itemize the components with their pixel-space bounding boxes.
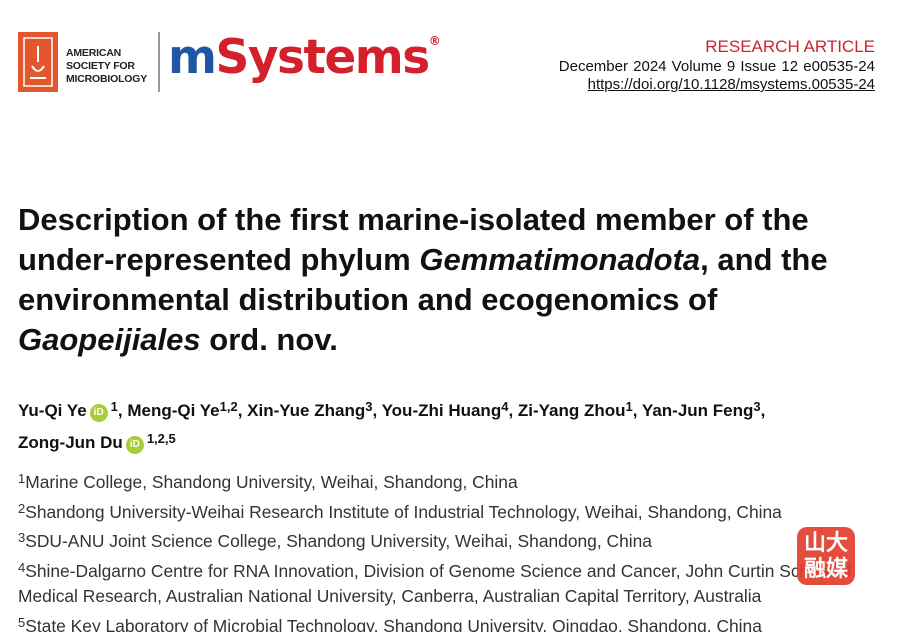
author[interactable]: Yan-Jun Feng3 xyxy=(641,399,761,420)
affiliation: 4Shine-Dalgarno Centre for RNA Innovatio… xyxy=(18,555,888,610)
affiliation-text: Marine College, Shandong University, Wei… xyxy=(25,472,518,492)
affiliation-ref: 1,2 xyxy=(219,399,238,414)
author-name: Meng-Qi Ye xyxy=(127,401,220,420)
registered-mark: ® xyxy=(428,34,441,48)
affiliation: 3SDU-ANU Joint Science College, Shandong… xyxy=(18,525,888,555)
affiliation-number: 1 xyxy=(18,471,26,486)
watermark: 山大 融媒 xyxy=(797,527,855,585)
title-italic: Gaopeijiales xyxy=(18,322,201,357)
title-line: under-represented phylum Gemmatimonadota… xyxy=(18,240,898,280)
affiliation-ref: 1 xyxy=(625,399,633,414)
affiliation: 1Marine College, Shandong University, We… xyxy=(18,466,888,496)
orcid-icon[interactable]: iD xyxy=(89,404,108,422)
affiliation-number: 5 xyxy=(18,614,26,630)
author[interactable]: Meng-Qi Ye1,2 xyxy=(127,399,238,420)
logo-divider xyxy=(158,32,160,92)
affiliation-text: Shine-Dalgarno Centre for RNA Innovation… xyxy=(18,560,852,607)
affiliation-ref: 1 xyxy=(110,399,118,414)
affiliation-ref: 1,2,5 xyxy=(146,431,176,446)
affiliation-number: 4 xyxy=(18,559,26,575)
affiliation-ref: 4 xyxy=(501,399,509,414)
author[interactable]: Zi-Yang Zhou1 xyxy=(517,399,633,420)
affiliation-number: 3 xyxy=(18,530,26,546)
title-text: environmental distribution and ecogenomi… xyxy=(18,282,718,317)
author[interactable]: Zong-Jun Du iD 1,2,5 xyxy=(18,431,176,454)
journal-suffix: Systems xyxy=(215,30,430,85)
journal-logo[interactable]: mSystems® xyxy=(168,30,441,85)
affiliation: 2Shandong University-Weihai Research Ins… xyxy=(18,496,888,526)
author-name: Zong-Jun Du xyxy=(18,433,123,452)
affiliation-text: State Key Laboratory of Microbial Techno… xyxy=(25,615,762,632)
title-text: ord. nov. xyxy=(200,322,338,357)
watermark-line: 山大 xyxy=(803,530,848,555)
title-line: Gaopeijiales ord. nov. xyxy=(18,320,898,360)
logo-icon xyxy=(23,37,53,87)
affiliation-ref: 3 xyxy=(753,399,761,414)
title-text: Description of the first marine-isolated… xyxy=(18,202,809,237)
society-line: MICROBIOLOGY xyxy=(66,73,148,85)
author-name: Yu-Qi Ye xyxy=(18,401,87,420)
society-logo xyxy=(18,32,58,92)
watermark-line: 融媒 xyxy=(803,556,848,581)
orcid-icon[interactable]: iD xyxy=(125,436,144,454)
title-text: under-represented phylum xyxy=(18,242,420,277)
affiliation-list: 1Marine College, Shandong University, We… xyxy=(18,466,888,632)
title-italic: Gemmatimonadota xyxy=(419,242,701,277)
affiliation-text: Shandong University-Weihai Research Inst… xyxy=(25,501,782,522)
society-line: AMERICAN xyxy=(66,47,121,59)
title-line: Description of the first marine-isolated… xyxy=(18,200,898,240)
author[interactable]: Xin-Yue Zhang3 xyxy=(247,399,373,420)
author-name: You-Zhi Huang xyxy=(381,401,502,420)
author[interactable]: Yu-Qi Ye iD 1 xyxy=(18,399,118,422)
society-name: AMERICAN SOCIETY FOR MICROBIOLOGY xyxy=(66,47,147,86)
article-title: Description of the first marine-isolated… xyxy=(18,200,898,360)
affiliation-ref: 3 xyxy=(365,399,373,414)
affiliation-text: SDU-ANU Joint Science College, Shandong … xyxy=(25,531,652,552)
author[interactable]: You-Zhi Huang4 xyxy=(381,399,509,420)
doi-link[interactable]: https://doi.org/10.1128/msystems.00535-2… xyxy=(587,76,875,93)
title-line: environmental distribution and ecogenomi… xyxy=(18,280,898,320)
journal-prefix: m xyxy=(168,30,217,85)
affiliation: 5State Key Laboratory of Microbial Techn… xyxy=(18,610,888,632)
author-list: Yu-Qi Ye iD 1, Meng-Qi Ye1,2, Xin-Yue Zhan… xyxy=(18,399,766,454)
affiliation-number: 2 xyxy=(18,500,26,516)
society-line: SOCIETY FOR xyxy=(66,60,135,72)
article-type: RESEARCH ARTICLE xyxy=(705,37,875,56)
issue-info: December 2024 Volume 9 Issue 12 e00535-2… xyxy=(558,58,875,75)
author-name: Zi-Yang Zhou xyxy=(517,401,626,420)
author-name: Xin-Yue Zhang xyxy=(247,401,366,420)
author-name: Yan-Jun Feng xyxy=(641,401,754,420)
title-text: , and the xyxy=(700,242,828,277)
